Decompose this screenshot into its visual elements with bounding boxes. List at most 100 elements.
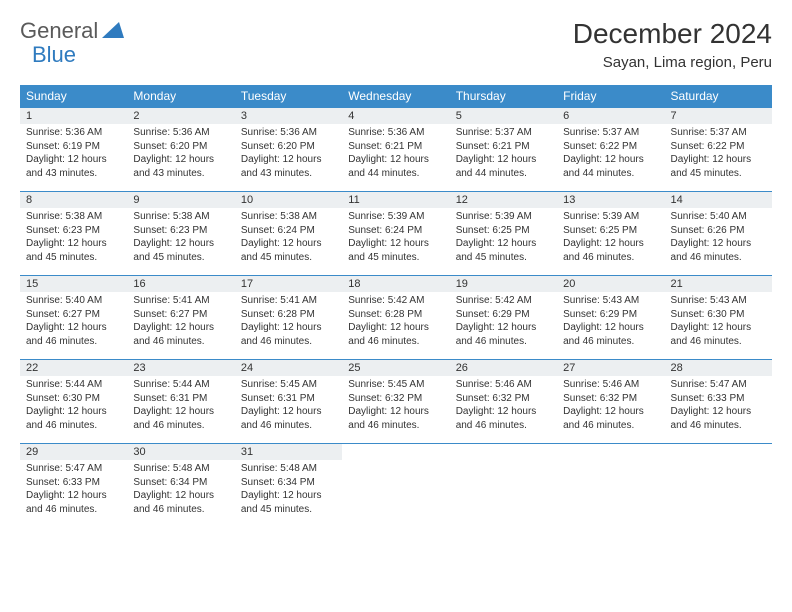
daylight-line-1: Daylight: 12 hours (671, 237, 766, 251)
calendar-cell: 28Sunrise: 5:47 AMSunset: 6:33 PMDayligh… (665, 360, 772, 444)
day-number: 19 (450, 276, 557, 292)
daylight-line-2: and 46 minutes. (133, 503, 228, 517)
day-details: Sunrise: 5:39 AMSunset: 6:24 PMDaylight:… (342, 208, 449, 268)
daylight-line-1: Daylight: 12 hours (26, 153, 121, 167)
day-details: Sunrise: 5:42 AMSunset: 6:28 PMDaylight:… (342, 292, 449, 352)
day-number: 15 (20, 276, 127, 292)
calendar-cell: 15Sunrise: 5:40 AMSunset: 6:27 PMDayligh… (20, 276, 127, 360)
day-details: Sunrise: 5:44 AMSunset: 6:30 PMDaylight:… (20, 376, 127, 436)
sunset-line: Sunset: 6:26 PM (671, 224, 766, 238)
daylight-line-2: and 46 minutes. (241, 419, 336, 433)
daylight-line-1: Daylight: 12 hours (671, 405, 766, 419)
daylight-line-2: and 45 minutes. (456, 251, 551, 265)
day-details: Sunrise: 5:45 AMSunset: 6:32 PMDaylight:… (342, 376, 449, 436)
calendar-cell: 23Sunrise: 5:44 AMSunset: 6:31 PMDayligh… (127, 360, 234, 444)
day-number: 18 (342, 276, 449, 292)
daylight-line-2: and 43 minutes. (133, 167, 228, 181)
daylight-line-1: Daylight: 12 hours (563, 153, 658, 167)
calendar-cell: 30Sunrise: 5:48 AMSunset: 6:34 PMDayligh… (127, 444, 234, 528)
calendar-row: 15Sunrise: 5:40 AMSunset: 6:27 PMDayligh… (20, 276, 772, 360)
daylight-line-2: and 46 minutes. (456, 419, 551, 433)
daylight-line-1: Daylight: 12 hours (348, 237, 443, 251)
sunrise-line: Sunrise: 5:38 AM (26, 210, 121, 224)
header: General December 2024 Sayan, Lima region… (20, 18, 772, 71)
day-details: Sunrise: 5:40 AMSunset: 6:27 PMDaylight:… (20, 292, 127, 352)
sunrise-line: Sunrise: 5:47 AM (671, 378, 766, 392)
sunrise-line: Sunrise: 5:43 AM (671, 294, 766, 308)
daylight-line-1: Daylight: 12 hours (563, 405, 658, 419)
daylight-line-2: and 46 minutes. (26, 335, 121, 349)
calendar-cell: 6Sunrise: 5:37 AMSunset: 6:22 PMDaylight… (557, 108, 664, 192)
daylight-line-1: Daylight: 12 hours (456, 237, 551, 251)
day-details: Sunrise: 5:36 AMSunset: 6:21 PMDaylight:… (342, 124, 449, 184)
day-details: Sunrise: 5:38 AMSunset: 6:24 PMDaylight:… (235, 208, 342, 268)
sunset-line: Sunset: 6:27 PM (26, 308, 121, 322)
calendar-row: 1Sunrise: 5:36 AMSunset: 6:19 PMDaylight… (20, 108, 772, 192)
calendar-cell: 8Sunrise: 5:38 AMSunset: 6:23 PMDaylight… (20, 192, 127, 276)
sunrise-line: Sunrise: 5:38 AM (133, 210, 228, 224)
calendar-cell: 21Sunrise: 5:43 AMSunset: 6:30 PMDayligh… (665, 276, 772, 360)
sunset-line: Sunset: 6:29 PM (456, 308, 551, 322)
logo-blue-row: Blue (32, 42, 76, 68)
day-details: Sunrise: 5:47 AMSunset: 6:33 PMDaylight:… (665, 376, 772, 436)
sunrise-line: Sunrise: 5:45 AM (348, 378, 443, 392)
calendar-cell: 3Sunrise: 5:36 AMSunset: 6:20 PMDaylight… (235, 108, 342, 192)
day-details: Sunrise: 5:43 AMSunset: 6:29 PMDaylight:… (557, 292, 664, 352)
day-details: Sunrise: 5:37 AMSunset: 6:21 PMDaylight:… (450, 124, 557, 184)
weekday-header: Wednesday (342, 85, 449, 108)
daylight-line-2: and 46 minutes. (671, 335, 766, 349)
day-details: Sunrise: 5:36 AMSunset: 6:20 PMDaylight:… (235, 124, 342, 184)
day-number: 7 (665, 108, 772, 124)
day-number: 12 (450, 192, 557, 208)
daylight-line-2: and 46 minutes. (563, 251, 658, 265)
sunset-line: Sunset: 6:20 PM (241, 140, 336, 154)
day-number: 13 (557, 192, 664, 208)
sunrise-line: Sunrise: 5:47 AM (26, 462, 121, 476)
daylight-line-1: Daylight: 12 hours (26, 321, 121, 335)
sunset-line: Sunset: 6:30 PM (671, 308, 766, 322)
day-number: 11 (342, 192, 449, 208)
weekday-header: Tuesday (235, 85, 342, 108)
sunset-line: Sunset: 6:27 PM (133, 308, 228, 322)
calendar-cell: 1Sunrise: 5:36 AMSunset: 6:19 PMDaylight… (20, 108, 127, 192)
day-details: Sunrise: 5:39 AMSunset: 6:25 PMDaylight:… (450, 208, 557, 268)
sunset-line: Sunset: 6:28 PM (348, 308, 443, 322)
sunrise-line: Sunrise: 5:40 AM (26, 294, 121, 308)
daylight-line-1: Daylight: 12 hours (241, 153, 336, 167)
sunset-line: Sunset: 6:32 PM (563, 392, 658, 406)
calendar-cell: 9Sunrise: 5:38 AMSunset: 6:23 PMDaylight… (127, 192, 234, 276)
logo-triangle-icon (102, 20, 124, 43)
sunrise-line: Sunrise: 5:45 AM (241, 378, 336, 392)
daylight-line-2: and 45 minutes. (241, 251, 336, 265)
logo: General (20, 18, 126, 44)
sunset-line: Sunset: 6:33 PM (671, 392, 766, 406)
daylight-line-1: Daylight: 12 hours (348, 321, 443, 335)
calendar-cell: 12Sunrise: 5:39 AMSunset: 6:25 PMDayligh… (450, 192, 557, 276)
sunset-line: Sunset: 6:23 PM (133, 224, 228, 238)
daylight-line-2: and 43 minutes. (26, 167, 121, 181)
daylight-line-1: Daylight: 12 hours (563, 321, 658, 335)
daylight-line-1: Daylight: 12 hours (26, 489, 121, 503)
calendar-cell: 4Sunrise: 5:36 AMSunset: 6:21 PMDaylight… (342, 108, 449, 192)
daylight-line-1: Daylight: 12 hours (563, 237, 658, 251)
sunrise-line: Sunrise: 5:37 AM (456, 126, 551, 140)
sunset-line: Sunset: 6:32 PM (456, 392, 551, 406)
daylight-line-2: and 46 minutes. (241, 335, 336, 349)
sunset-line: Sunset: 6:23 PM (26, 224, 121, 238)
sunrise-line: Sunrise: 5:42 AM (348, 294, 443, 308)
daylight-line-2: and 46 minutes. (348, 419, 443, 433)
day-details: Sunrise: 5:41 AMSunset: 6:28 PMDaylight:… (235, 292, 342, 352)
daylight-line-1: Daylight: 12 hours (241, 237, 336, 251)
daylight-line-2: and 45 minutes. (133, 251, 228, 265)
day-details: Sunrise: 5:36 AMSunset: 6:20 PMDaylight:… (127, 124, 234, 184)
weekday-header: Saturday (665, 85, 772, 108)
calendar-cell: 17Sunrise: 5:41 AMSunset: 6:28 PMDayligh… (235, 276, 342, 360)
title-block: December 2024 Sayan, Lima region, Peru (573, 18, 772, 71)
weekday-header: Friday (557, 85, 664, 108)
day-details: Sunrise: 5:38 AMSunset: 6:23 PMDaylight:… (127, 208, 234, 268)
sunset-line: Sunset: 6:34 PM (241, 476, 336, 490)
sunrise-line: Sunrise: 5:36 AM (348, 126, 443, 140)
sunrise-line: Sunrise: 5:40 AM (671, 210, 766, 224)
sunrise-line: Sunrise: 5:44 AM (26, 378, 121, 392)
calendar-cell: 26Sunrise: 5:46 AMSunset: 6:32 PMDayligh… (450, 360, 557, 444)
